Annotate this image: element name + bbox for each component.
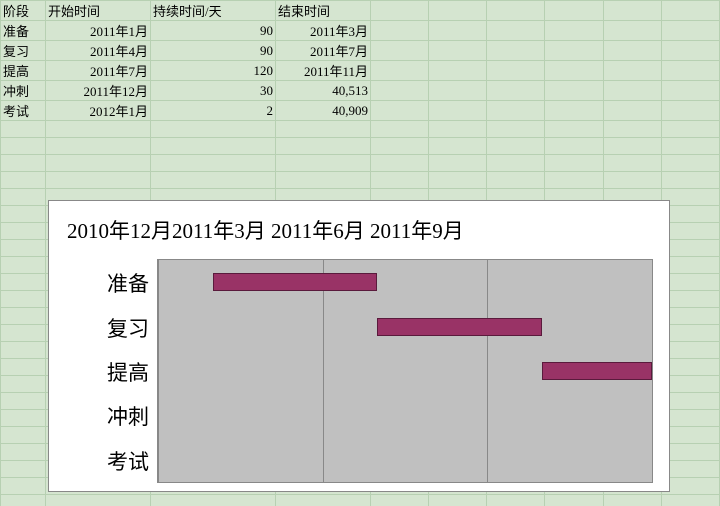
gantt-bar[interactable] bbox=[213, 273, 378, 291]
cell-start[interactable]: 2011年12月 bbox=[46, 81, 151, 101]
cell-end[interactable]: 40,513 bbox=[276, 81, 371, 101]
category-label: 冲刺 bbox=[59, 401, 149, 431]
cell[interactable] bbox=[661, 81, 719, 101]
category-label: 复习 bbox=[59, 313, 149, 343]
cell[interactable] bbox=[429, 81, 487, 101]
table-row: 复习 2011年4月 90 2011年7月 bbox=[1, 41, 720, 61]
cell[interactable] bbox=[487, 1, 545, 21]
cell-dur[interactable]: 30 bbox=[151, 81, 276, 101]
cell-phase[interactable]: 冲刺 bbox=[1, 81, 46, 101]
cell[interactable] bbox=[429, 1, 487, 21]
plot-area bbox=[157, 259, 653, 483]
category-label: 准备 bbox=[59, 268, 149, 298]
cell-end[interactable]: 2011年7月 bbox=[276, 41, 371, 61]
cell[interactable] bbox=[545, 101, 603, 121]
cell[interactable] bbox=[371, 81, 429, 101]
cell-dur[interactable]: 90 bbox=[151, 41, 276, 61]
x-tick-label: 2011年6月 bbox=[271, 219, 370, 243]
cell[interactable] bbox=[661, 1, 719, 21]
table-header-row: 阶段 开始时间 持续时间/天 结束时间 bbox=[1, 1, 720, 21]
cell[interactable] bbox=[371, 41, 429, 61]
cell[interactable] bbox=[429, 61, 487, 81]
gantt-bar[interactable] bbox=[542, 362, 652, 380]
table-row: 考试 2012年1月 2 40,909 bbox=[1, 101, 720, 121]
cell[interactable] bbox=[371, 1, 429, 21]
cell[interactable] bbox=[603, 41, 661, 61]
cell-end[interactable]: 40,909 bbox=[276, 101, 371, 121]
cell-start[interactable]: 2011年4月 bbox=[46, 41, 151, 61]
header-phase[interactable]: 阶段 bbox=[1, 1, 46, 21]
cell-end[interactable]: 2011年11月 bbox=[276, 61, 371, 81]
x-tick-label: 2010年12月 bbox=[67, 219, 172, 243]
header-end[interactable]: 结束时间 bbox=[276, 1, 371, 21]
cell[interactable] bbox=[603, 101, 661, 121]
table-row: 冲刺 2011年12月 30 40,513 bbox=[1, 81, 720, 101]
cell[interactable] bbox=[545, 1, 603, 21]
category-label: 考试 bbox=[59, 446, 149, 476]
cell[interactable] bbox=[429, 101, 487, 121]
cell[interactable] bbox=[661, 21, 719, 41]
cell[interactable] bbox=[487, 21, 545, 41]
cell-phase[interactable]: 复习 bbox=[1, 41, 46, 61]
cell[interactable] bbox=[603, 81, 661, 101]
cell-phase[interactable]: 准备 bbox=[1, 21, 46, 41]
cell-dur[interactable]: 120 bbox=[151, 61, 276, 81]
cell[interactable] bbox=[429, 41, 487, 61]
gantt-bar[interactable] bbox=[377, 318, 542, 336]
gridline bbox=[487, 260, 488, 482]
header-duration[interactable]: 持续时间/天 bbox=[151, 1, 276, 21]
x-tick-label: 2011年9月 bbox=[370, 219, 464, 243]
cell-end[interactable]: 2011年3月 bbox=[276, 21, 371, 41]
cell[interactable] bbox=[545, 21, 603, 41]
table-row: 提高 2011年7月 120 2011年11月 bbox=[1, 61, 720, 81]
cell-start[interactable]: 2011年7月 bbox=[46, 61, 151, 81]
cell[interactable] bbox=[661, 41, 719, 61]
chart-x-axis-labels: 2010年12月2011年3月 2011年6月 2011年9月 bbox=[67, 215, 464, 245]
cell[interactable] bbox=[487, 101, 545, 121]
category-label: 提高 bbox=[59, 357, 149, 387]
cell[interactable] bbox=[661, 101, 719, 121]
cell-start[interactable]: 2012年1月 bbox=[46, 101, 151, 121]
cell-start[interactable]: 2011年1月 bbox=[46, 21, 151, 41]
cell[interactable] bbox=[603, 1, 661, 21]
gridline bbox=[158, 260, 159, 482]
gantt-chart[interactable]: 2010年12月2011年3月 2011年6月 2011年9月 准备复习提高冲刺… bbox=[48, 200, 670, 492]
cell-dur[interactable]: 90 bbox=[151, 21, 276, 41]
cell[interactable] bbox=[429, 21, 487, 41]
cell[interactable] bbox=[371, 61, 429, 81]
gridline bbox=[323, 260, 324, 482]
cell[interactable] bbox=[603, 21, 661, 41]
cell[interactable] bbox=[661, 61, 719, 81]
cell[interactable] bbox=[545, 41, 603, 61]
cell-phase[interactable]: 提高 bbox=[1, 61, 46, 81]
cell[interactable] bbox=[545, 81, 603, 101]
cell[interactable] bbox=[371, 101, 429, 121]
cell-phase[interactable]: 考试 bbox=[1, 101, 46, 121]
cell[interactable] bbox=[603, 61, 661, 81]
table-row: 准备 2011年1月 90 2011年3月 bbox=[1, 21, 720, 41]
cell[interactable] bbox=[371, 21, 429, 41]
gridline bbox=[652, 260, 653, 482]
cell[interactable] bbox=[487, 41, 545, 61]
cell[interactable] bbox=[487, 81, 545, 101]
x-tick-label: 2011年3月 bbox=[172, 219, 271, 243]
cell[interactable] bbox=[545, 61, 603, 81]
cell-dur[interactable]: 2 bbox=[151, 101, 276, 121]
header-start[interactable]: 开始时间 bbox=[46, 1, 151, 21]
cell[interactable] bbox=[487, 61, 545, 81]
